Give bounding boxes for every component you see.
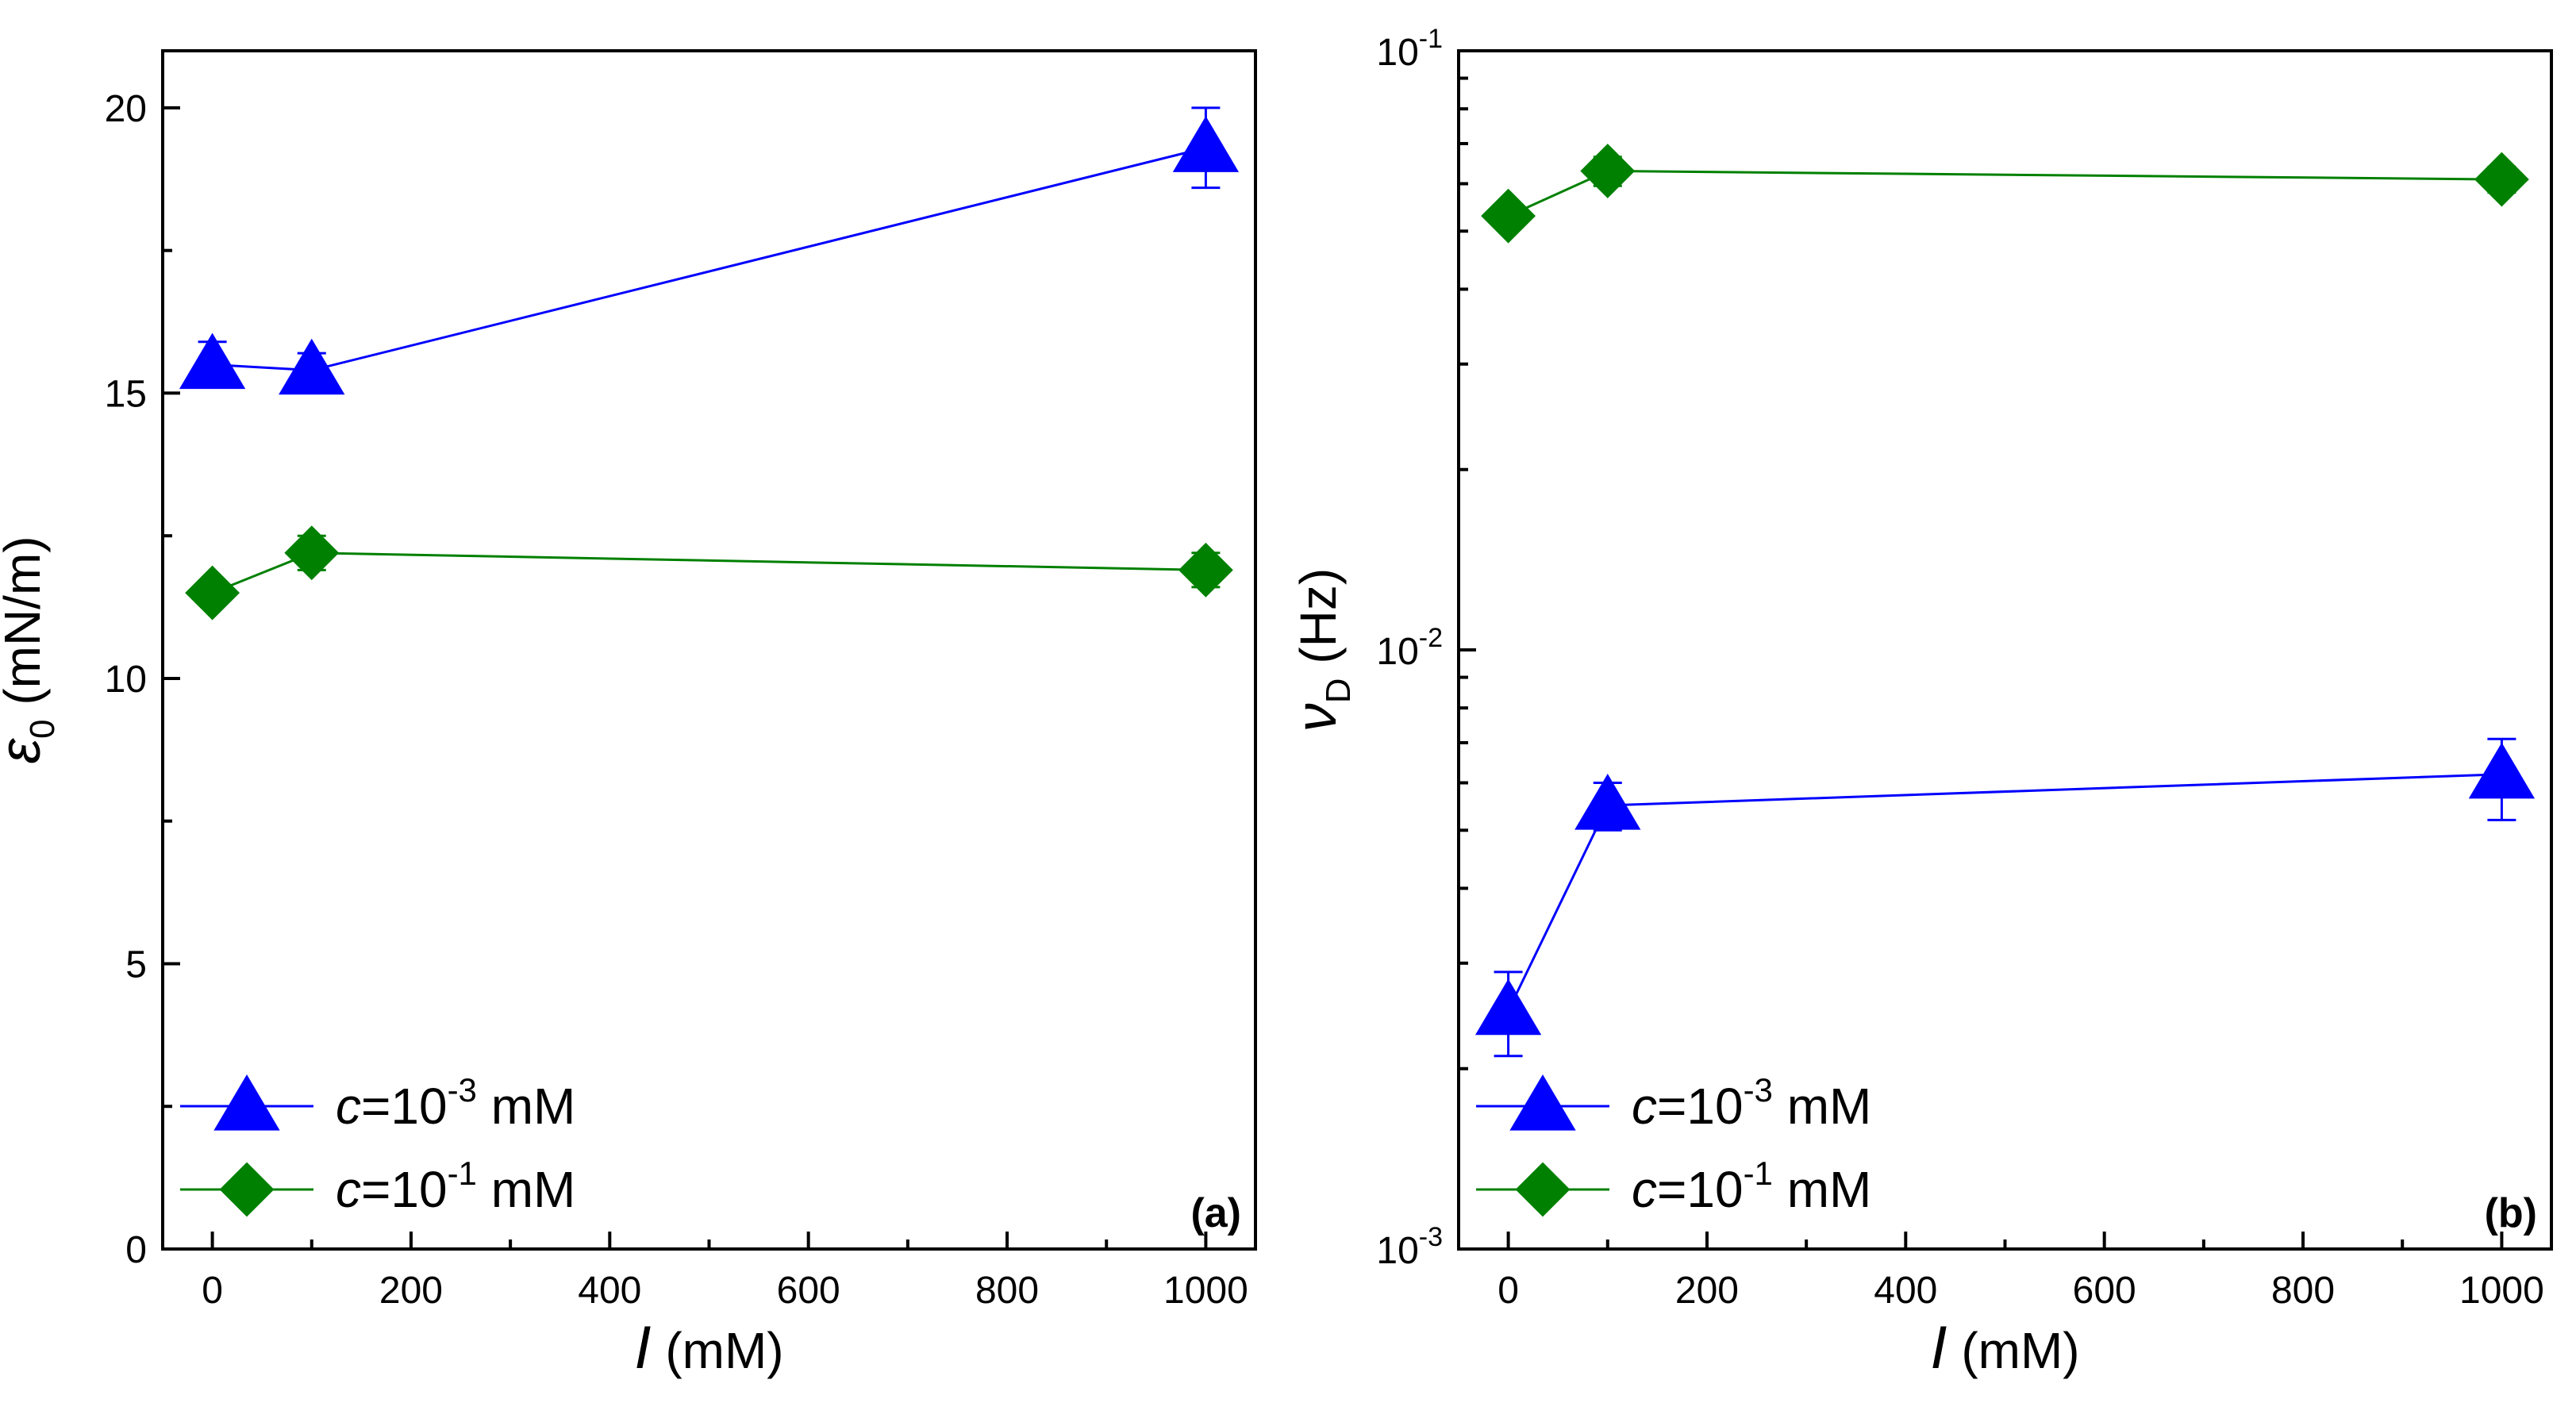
x-tick-label: 800 bbox=[975, 1270, 1039, 1312]
x-tick-label: 400 bbox=[1874, 1270, 1937, 1312]
y-tick-label: 20 bbox=[105, 88, 147, 130]
x-tick-label: 600 bbox=[777, 1270, 840, 1312]
x-tick-label: 1000 bbox=[2459, 1270, 2544, 1312]
legend-label: c=10-1 mM bbox=[1632, 1155, 1871, 1218]
panel-b: 0 200 400 600 800 1000 10-3 10-2 10-1 I (mM) νD (H… bbox=[1285, 24, 2553, 1382]
legend-marker-triangle bbox=[1509, 1074, 1576, 1131]
legend-marker-diamond bbox=[1515, 1162, 1571, 1217]
data-point-triangle bbox=[1574, 774, 1641, 830]
legend-label: c=10-3 mM bbox=[1632, 1071, 1871, 1135]
panel-tag: (a) bbox=[1190, 1190, 1241, 1236]
series-line bbox=[212, 146, 1206, 372]
data-point-diamond bbox=[1580, 144, 1636, 198]
x-tick-label: 400 bbox=[578, 1270, 641, 1312]
series-diamond bbox=[1481, 144, 2529, 244]
data-point-diamond bbox=[185, 565, 240, 621]
data-point-diamond bbox=[1481, 188, 1536, 244]
data-point-triangle bbox=[1474, 978, 1542, 1036]
x-tick-label: 0 bbox=[202, 1270, 223, 1312]
series-triangle bbox=[179, 106, 1240, 395]
series-diamond bbox=[185, 525, 1233, 621]
x-tick-label: 800 bbox=[2271, 1270, 2335, 1312]
x-tick-label: 200 bbox=[379, 1270, 443, 1312]
data-point-diamond bbox=[284, 525, 340, 581]
y-tick-label: 5 bbox=[125, 944, 147, 986]
y-tick-label: 0 bbox=[125, 1229, 147, 1271]
data-point-triangle bbox=[279, 338, 345, 395]
x-tick-label: 600 bbox=[2073, 1270, 2136, 1312]
y-tick-label: 10-1 bbox=[1376, 24, 1443, 74]
data-point-triangle bbox=[2468, 742, 2536, 799]
data-point-diamond bbox=[1178, 542, 1233, 598]
panel-a: 0 200 400 600 800 1000 0 5 10 15 20 I (mM) ε0 (mN/m)… bbox=[0, 49, 1257, 1382]
series-line bbox=[212, 552, 1206, 594]
x-tick-label: 0 bbox=[1498, 1270, 1519, 1312]
legend-marker-diamond bbox=[219, 1162, 275, 1217]
y-tick-label: 10-3 bbox=[1376, 1222, 1443, 1272]
y-axis-title: νD (Hz) bbox=[1285, 568, 1358, 732]
y-tick-label: 10-2 bbox=[1376, 623, 1443, 673]
y-axis-title: ε0 (mN/m) bbox=[0, 536, 62, 763]
legend-a: c=10-3 mM c=10-1 mM bbox=[180, 1071, 575, 1218]
legend-b: c=10-3 mM c=10-1 mM bbox=[1476, 1071, 1871, 1218]
plot-frame-a bbox=[161, 49, 1257, 1251]
y-tick-label: 15 bbox=[105, 373, 147, 415]
series-line bbox=[1507, 169, 2502, 217]
data-point-diamond bbox=[2474, 152, 2529, 207]
x-axis-title: I (mM) bbox=[634, 1314, 783, 1382]
plot-frame-b bbox=[1457, 49, 2553, 1251]
x-axis-title: I (mM) bbox=[1930, 1314, 2079, 1382]
data-point-triangle bbox=[1172, 116, 1240, 172]
y-tick-label: 10 bbox=[105, 659, 147, 701]
panel-tag: (b) bbox=[2485, 1190, 2537, 1236]
series-triangle bbox=[1474, 737, 2536, 1058]
series-line bbox=[1507, 773, 2502, 1012]
x-tick-label: 1000 bbox=[1163, 1270, 1248, 1312]
data-point-triangle bbox=[179, 332, 246, 390]
legend-label: c=10-1 mM bbox=[336, 1155, 575, 1218]
legend-label: c=10-3 mM bbox=[336, 1071, 575, 1135]
legend-marker-triangle bbox=[213, 1074, 280, 1131]
x-tick-label: 200 bbox=[1675, 1270, 1739, 1312]
